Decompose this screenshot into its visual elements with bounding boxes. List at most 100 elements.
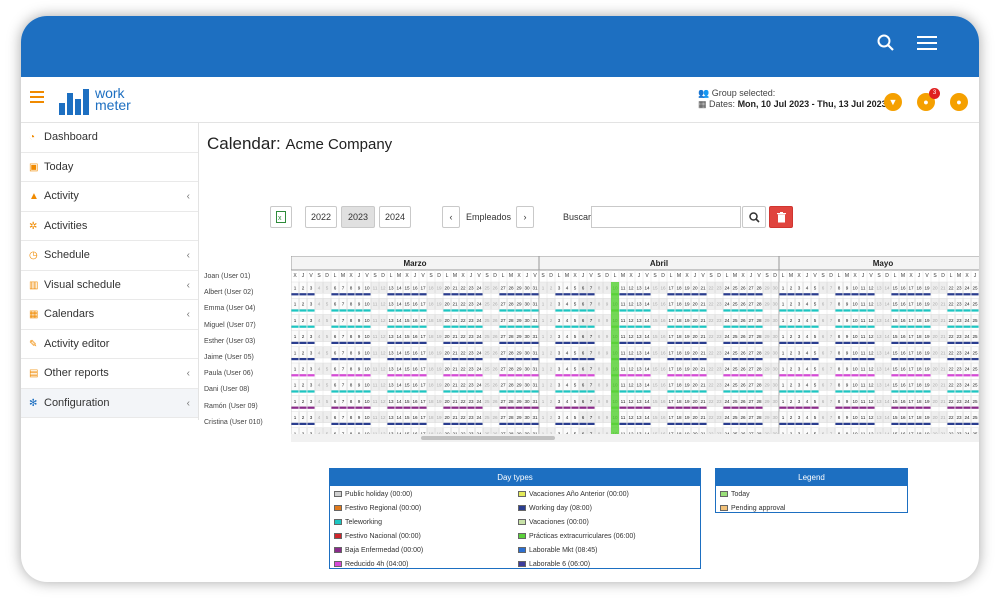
day-type-bar xyxy=(627,309,635,312)
day-type-label: Vacaciones Año Anterior (00:00) xyxy=(529,491,629,498)
sidebar-item-configuration[interactable]: ✻ Configuration ‹ xyxy=(21,388,198,418)
day-number: 26 xyxy=(492,367,498,372)
day-number: 19 xyxy=(436,334,442,339)
day-type-bar xyxy=(307,325,315,328)
hamburger-icon[interactable] xyxy=(30,91,44,103)
delete-button[interactable] xyxy=(769,206,793,228)
weekday-letter: V xyxy=(813,273,817,279)
filter-button[interactable]: ▼ xyxy=(884,93,902,111)
sidebar-item-dashboard[interactable]: ◔ Dashboard xyxy=(21,123,198,153)
day-number: 15 xyxy=(892,318,898,323)
day-type-bar xyxy=(923,422,931,425)
day-number: 15 xyxy=(892,350,898,355)
weekday-letter: L xyxy=(558,273,561,279)
day-number: 10 xyxy=(364,415,370,420)
day-number: 29 xyxy=(516,399,522,404)
menu-icon[interactable] xyxy=(917,34,937,57)
day-type-bar xyxy=(459,358,467,361)
day-number: 31 xyxy=(532,383,538,388)
day-type-bar xyxy=(891,293,899,296)
day-number: 16 xyxy=(660,302,666,307)
day-type-bar xyxy=(347,422,355,425)
day-number: 26 xyxy=(492,415,498,420)
day-type-bar xyxy=(779,309,787,312)
day-type-bar xyxy=(363,325,371,328)
day-type-bar xyxy=(923,293,931,296)
year-2023-button[interactable]: 2023 xyxy=(341,206,375,228)
day-number: 6 xyxy=(334,383,337,388)
day-number: 26 xyxy=(740,367,746,372)
day-type-bar xyxy=(803,309,811,312)
day-number: 17 xyxy=(420,302,426,307)
day-number: 3 xyxy=(558,350,561,355)
day-number: 25 xyxy=(972,383,978,388)
chevron-left-icon[interactable]: ‹ xyxy=(186,191,190,202)
sidebar-item-calendars[interactable]: ▦ Calendars ‹ xyxy=(21,300,198,330)
day-number: 8 xyxy=(838,415,841,420)
sidebar-item-schedule[interactable]: ◷ Schedule ‹ xyxy=(21,241,198,271)
day-number: 21 xyxy=(700,318,706,323)
chevron-left-icon[interactable]: ‹ xyxy=(186,279,190,291)
next-employees-button[interactable]: › xyxy=(516,206,534,228)
day-number: 12 xyxy=(628,318,634,323)
day-type-bar xyxy=(387,325,395,328)
day-type-bar xyxy=(923,406,931,409)
day-number: 6 xyxy=(334,302,337,307)
year-2024-button[interactable]: 2024 xyxy=(379,206,411,228)
day-type-bar xyxy=(555,374,563,377)
dashboard-icon: ◔ xyxy=(29,132,36,143)
day-type-bar xyxy=(699,374,707,377)
day-number: 22 xyxy=(708,431,714,436)
sidebar-item-activities[interactable]: ✲ Activities xyxy=(21,212,198,241)
day-type-bar xyxy=(395,374,403,377)
day-type-bar xyxy=(363,293,371,296)
day-number: 22 xyxy=(948,334,954,339)
user-button[interactable]: ● xyxy=(950,93,968,111)
day-type-bar xyxy=(835,422,843,425)
day-number: 20 xyxy=(932,415,938,420)
day-type-bar xyxy=(451,406,459,409)
sidebar-item-activity-editor[interactable]: ✎ Activity editor xyxy=(21,330,198,359)
day-number: 19 xyxy=(436,350,442,355)
chevron-left-icon[interactable]: ‹ xyxy=(186,397,190,409)
search-icon[interactable] xyxy=(877,34,895,57)
day-type-bar xyxy=(355,374,363,377)
export-excel-button[interactable]: x xyxy=(270,206,292,228)
weekday-letter: S xyxy=(541,273,545,279)
search-input[interactable] xyxy=(591,206,741,228)
day-number: 4 xyxy=(318,367,321,372)
day-type-bar xyxy=(643,341,651,344)
sidebar-item-visual-schedule[interactable]: ▥ Visual schedule ‹ xyxy=(21,271,198,300)
notifications-button[interactable]: ● 3 xyxy=(917,88,940,111)
sidebar-item-other-reports[interactable]: ▤ Other reports ‹ xyxy=(21,359,198,389)
day-number: 20 xyxy=(692,383,698,388)
search-button[interactable] xyxy=(742,206,766,228)
day-number: 21 xyxy=(700,383,706,388)
chevron-left-icon[interactable]: ‹ xyxy=(186,368,190,379)
day-type-bar xyxy=(955,390,963,393)
sidebar-item-today[interactable]: ▣ Today xyxy=(21,153,198,182)
day-number: 20 xyxy=(692,415,698,420)
prev-employees-button[interactable]: ‹ xyxy=(442,206,460,228)
day-type-bar xyxy=(859,390,867,393)
day-number: 19 xyxy=(684,286,690,291)
day-type-bar xyxy=(587,325,595,328)
day-number: 6 xyxy=(822,415,825,420)
employee-name: Albert (User 02) xyxy=(204,289,254,297)
day-type-bar xyxy=(683,325,691,328)
day-number: 8 xyxy=(838,367,841,372)
weekday-letter: M xyxy=(621,273,625,279)
day-type-bar xyxy=(923,390,931,393)
day-type-bar xyxy=(891,309,899,312)
users-icon: 👥 xyxy=(698,88,710,98)
chevron-left-icon[interactable]: ‹ xyxy=(186,250,190,261)
day-number: 13 xyxy=(876,350,882,355)
day-number: 20 xyxy=(692,318,698,323)
dates-label: Dates: xyxy=(709,99,736,109)
day-number: 22 xyxy=(460,334,466,339)
sidebar-item-activity[interactable]: ▲ Activity ‹ xyxy=(21,182,198,212)
day-type-bar xyxy=(339,309,347,312)
year-2022-button[interactable]: 2022 xyxy=(305,206,337,228)
group-selection-info[interactable]: 👥 Group selected: ▦ Dates: Mon, 10 Jul 2… xyxy=(698,88,887,110)
chevron-left-icon[interactable]: ‹ xyxy=(186,309,190,320)
